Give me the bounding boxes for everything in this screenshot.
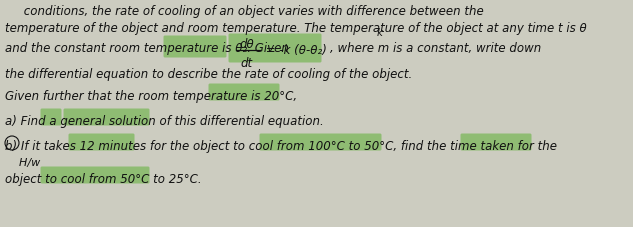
Text: k: k: [377, 28, 383, 38]
FancyBboxPatch shape: [460, 134, 532, 151]
FancyBboxPatch shape: [68, 134, 134, 151]
Text: dθ: dθ: [240, 38, 254, 51]
FancyBboxPatch shape: [208, 84, 280, 101]
Text: temperature of the object and room temperature. The temperature of the object at: temperature of the object and room tempe…: [5, 22, 587, 35]
Text: b) If it takes 12 minutes for the object to cool from 100°C to 50°C, find the ti: b) If it takes 12 minutes for the object…: [5, 139, 557, 152]
Text: , where m is a constant, write down: , where m is a constant, write down: [330, 42, 541, 55]
Text: object to cool from 50°C to 25°C.: object to cool from 50°C to 25°C.: [5, 172, 202, 185]
FancyBboxPatch shape: [41, 109, 61, 126]
FancyBboxPatch shape: [229, 34, 322, 63]
FancyBboxPatch shape: [63, 109, 149, 126]
Text: and the constant room temperature is θ₂. Given: and the constant room temperature is θ₂.…: [5, 42, 289, 55]
Text: a) Find a general solution of this differential equation.: a) Find a general solution of this diffe…: [5, 114, 323, 127]
Text: the differential equation to describe the rate of cooling of the object.: the differential equation to describe th…: [5, 68, 412, 81]
Text: dt: dt: [241, 57, 253, 70]
Text: = -k (θ-θ₂): = -k (θ-θ₂): [262, 44, 327, 57]
FancyBboxPatch shape: [41, 167, 149, 184]
Text: Given further that the room temperature is 20°C,: Given further that the room temperature …: [5, 90, 297, 103]
Text: H/w: H/w: [5, 157, 41, 167]
FancyBboxPatch shape: [260, 134, 382, 151]
Text: conditions, the rate of cooling of an object varies with difference between the: conditions, the rate of cooling of an ob…: [5, 5, 484, 18]
FancyBboxPatch shape: [163, 36, 227, 58]
